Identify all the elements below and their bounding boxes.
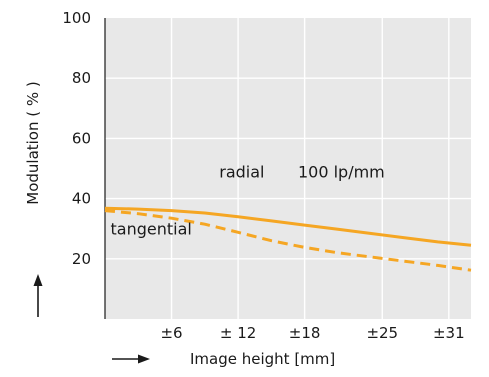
y-tick-label: 60 (72, 129, 91, 147)
x-tick-label: ±18 (289, 324, 321, 342)
y-axis-label: Modulation ( % ) (24, 81, 42, 205)
series-line-radial (104, 206, 472, 247)
x-tick-label: ±6 (160, 324, 182, 342)
x-axis-arrow (112, 354, 150, 364)
y-tick-labels: 20 40 60 80 100 (62, 9, 91, 268)
annotation-label: tangential (111, 220, 192, 239)
annotation-label: 100 lp/mm (298, 163, 385, 182)
y-tick-label: 20 (72, 250, 91, 268)
y-tick-label: 40 (72, 190, 91, 208)
x-tick-label: ±31 (433, 324, 465, 342)
x-tick-labels: ±6 ± 12 ±18 ±25 ±31 (160, 324, 464, 342)
y-tick-label: 80 (72, 69, 91, 87)
x-tick-label: ±25 (366, 324, 398, 342)
series-line-tangential (104, 209, 472, 272)
x-axis-label: Image height [mm] (190, 350, 335, 368)
annotation-label: radial (219, 163, 264, 182)
grid (104, 18, 471, 319)
y-axis-arrow (33, 274, 43, 317)
series-layer (104, 206, 472, 272)
x-tick-label: ± 12 (220, 324, 256, 342)
plot-background (105, 18, 471, 319)
y-tick-label: 100 (62, 9, 91, 27)
annotations: radial 100 lp/mm tangential (111, 163, 385, 239)
